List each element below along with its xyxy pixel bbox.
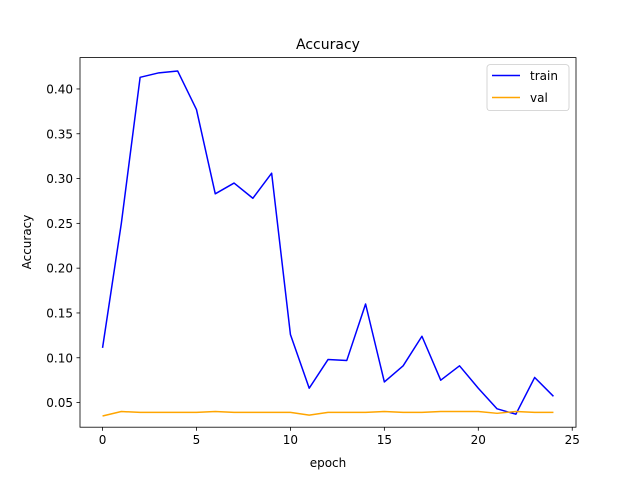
y-tick-label: 0.35	[46, 127, 73, 141]
y-tick-label: 0.25	[46, 217, 73, 231]
x-axis-ticks: 0 5 10 15 20 25	[99, 427, 580, 447]
y-tick-label: 0.40	[46, 82, 73, 96]
series-line-val	[102, 410, 554, 417]
y-tick-label: 0.20	[46, 262, 73, 276]
y-tick-label: 0.05	[46, 396, 73, 410]
x-tick-label: 5	[193, 433, 201, 447]
y-axis-ticks: 0.05 0.10 0.15 0.20 0.25 0.30 0.35 0.40	[46, 82, 80, 410]
y-tick-label: 0.10	[46, 351, 73, 365]
plot-area	[80, 57, 576, 428]
legend: train val	[486, 64, 570, 111]
x-tick-label: 20	[471, 433, 486, 447]
y-axis-label: Accuracy	[20, 215, 34, 270]
y-tick-label: 0.15	[46, 306, 73, 320]
y-tick-label: 0.30	[46, 172, 73, 186]
x-tick-label: 15	[377, 433, 392, 447]
plot-frame	[79, 57, 577, 428]
series-line-train	[101, 70, 554, 415]
x-axis-label: epoch	[310, 456, 347, 470]
series-layer	[101, 70, 554, 417]
x-tick-label: 10	[283, 433, 298, 447]
legend-label-val: val	[530, 91, 548, 105]
chart-title: Accuracy	[296, 37, 360, 53]
legend-label-train: train	[530, 69, 558, 83]
x-tick-label: 25	[565, 433, 580, 447]
x-tick-label: 0	[99, 433, 107, 447]
